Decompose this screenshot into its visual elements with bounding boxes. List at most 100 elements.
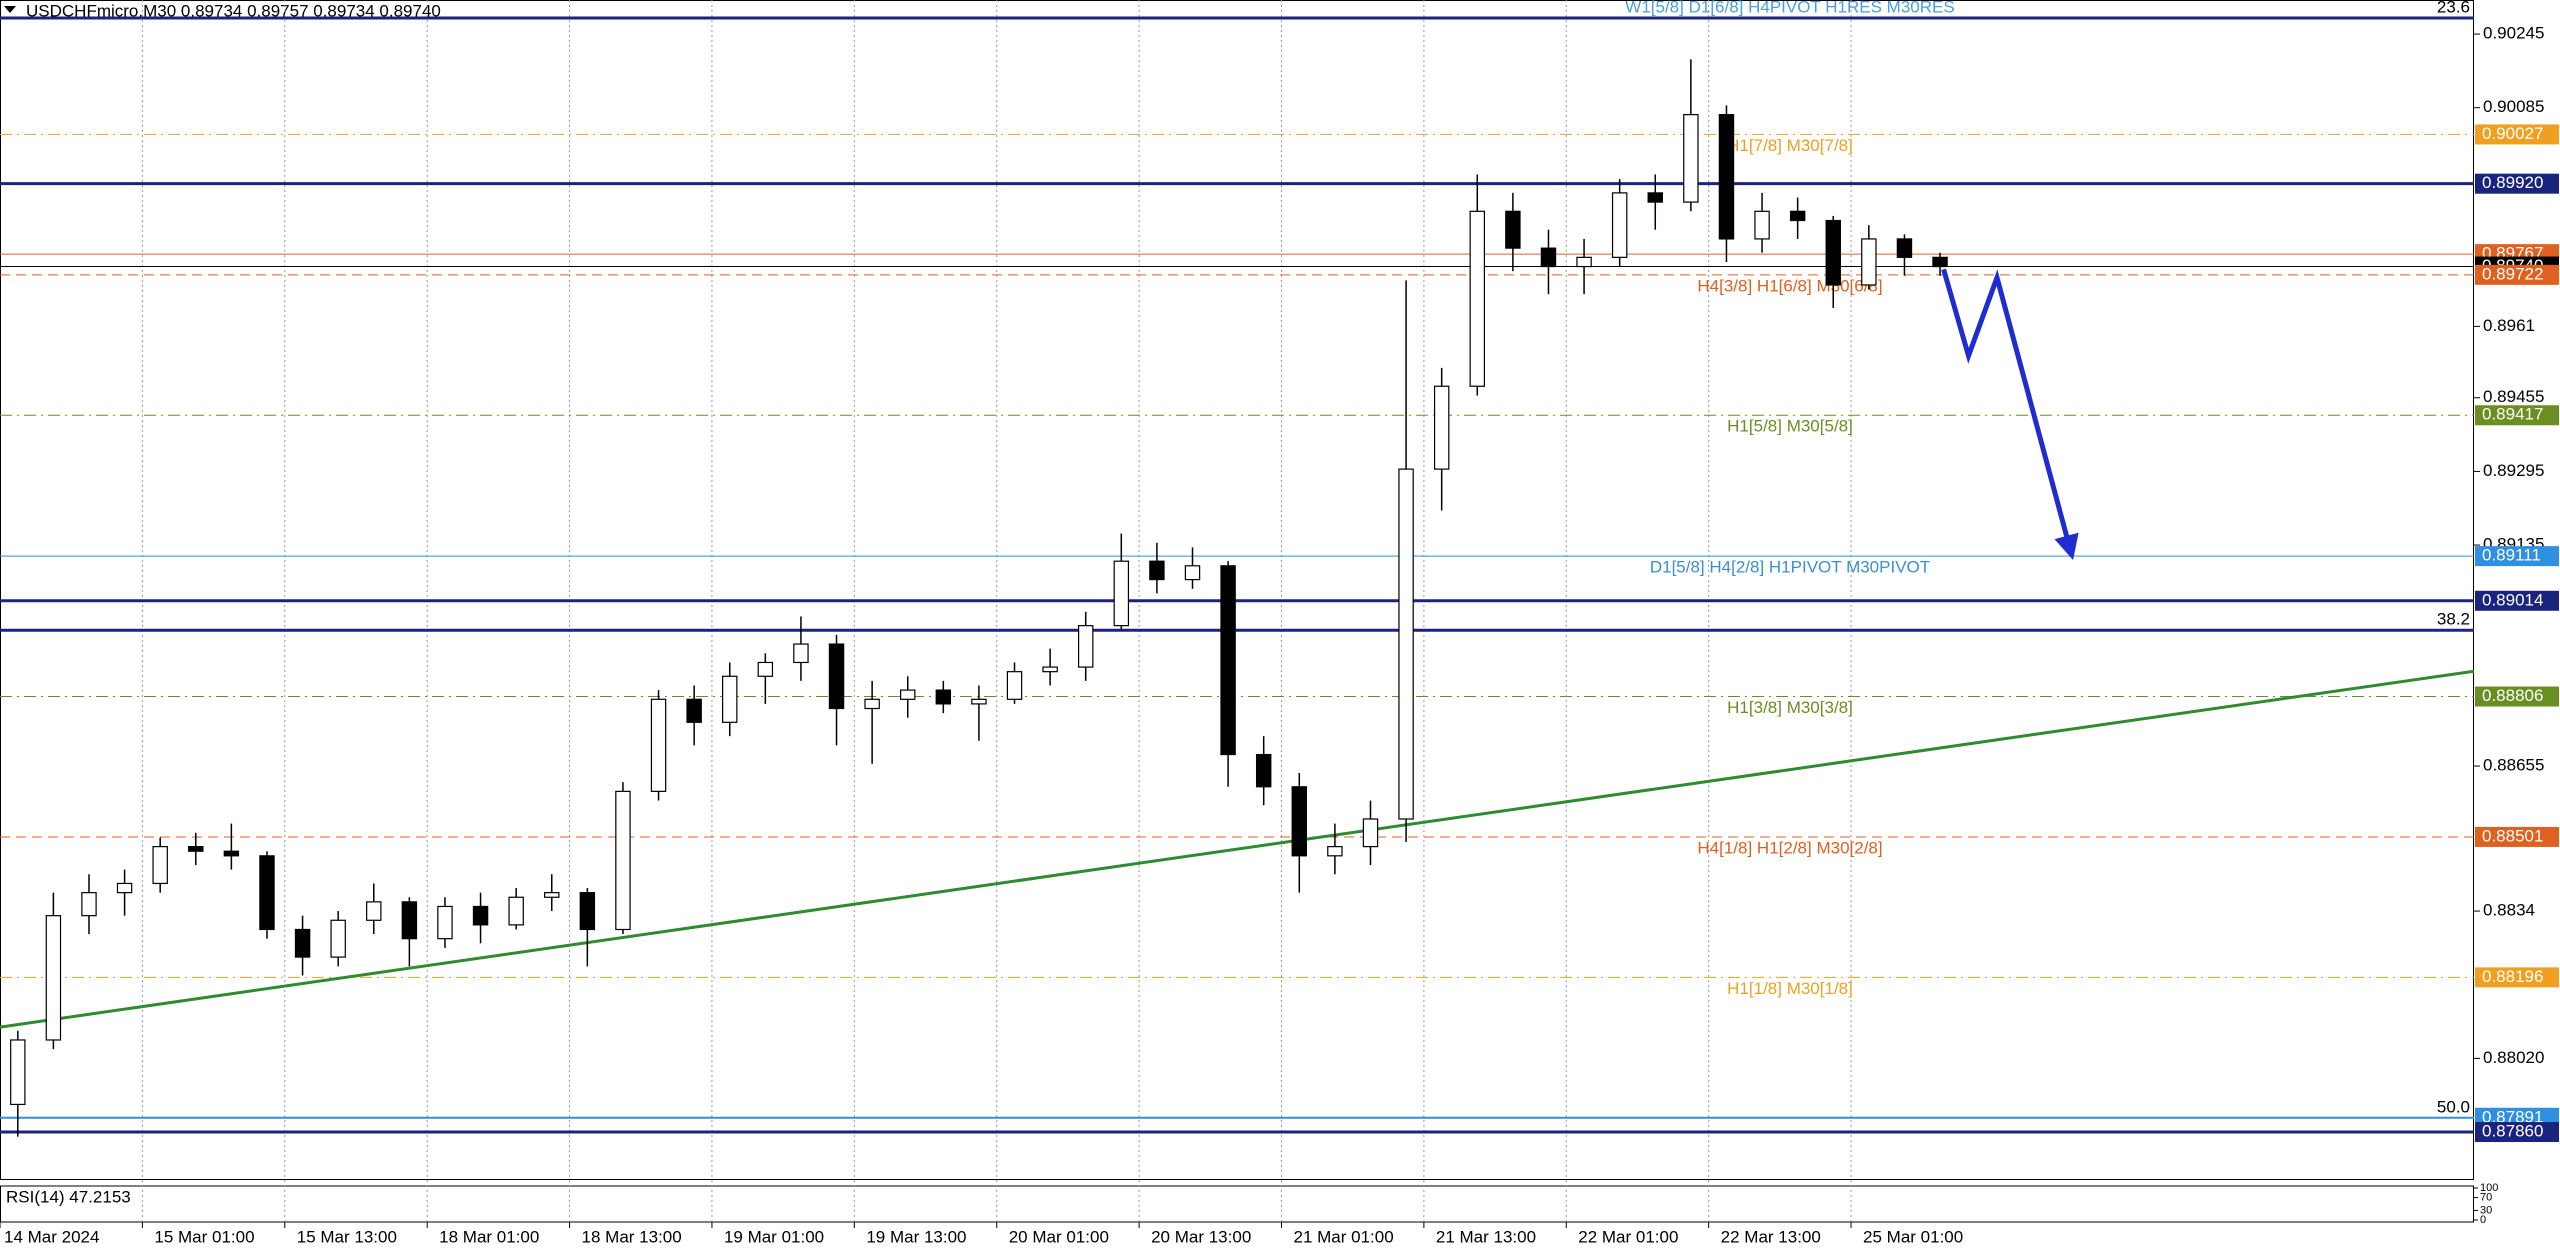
y-tick-label: 0.88655 xyxy=(2483,756,2544,775)
candle-body xyxy=(1184,565,1201,581)
price-box-label: 0.88806 xyxy=(2482,686,2543,705)
candle-body xyxy=(615,790,631,931)
candle-body xyxy=(188,846,204,852)
x-tick-label: 25 Mar 01:00 xyxy=(1863,1227,1963,1246)
candle-body xyxy=(508,896,524,926)
candle-body xyxy=(971,698,987,705)
x-tick-label: 22 Mar 01:00 xyxy=(1578,1227,1678,1246)
rsi-tick-label: 70 xyxy=(2480,1192,2492,1204)
candle-body xyxy=(1291,786,1308,857)
candle-body xyxy=(1398,468,1414,820)
candle-body xyxy=(1255,753,1272,788)
candle-body xyxy=(935,689,952,705)
price-box xyxy=(2475,686,2559,707)
candle-body xyxy=(1505,210,1521,249)
y-tick-label: 0.8961 xyxy=(2483,316,2535,335)
forecast-arrow xyxy=(1941,268,2079,561)
x-tick-label: 20 Mar 01:00 xyxy=(1009,1227,1109,1246)
fib-label: 23.6 xyxy=(2437,0,2470,16)
fib-label: 38.2 xyxy=(2437,610,2470,629)
candle-body xyxy=(864,698,880,710)
candle-body xyxy=(1113,560,1130,627)
price-box-label: 0.87891 xyxy=(2482,1107,2543,1126)
candle-body xyxy=(793,643,809,664)
price-box xyxy=(2475,590,2559,611)
plot-frame xyxy=(0,0,2474,1180)
candle-body xyxy=(1789,210,1806,222)
candle-body xyxy=(1754,210,1770,240)
candle-body xyxy=(1647,192,1663,203)
rsi-tick-label: 100 xyxy=(2480,1182,2498,1194)
candle-body xyxy=(116,882,133,894)
x-tick-label: 15 Mar 01:00 xyxy=(154,1227,254,1246)
rsi-tick-label: 30 xyxy=(2480,1204,2492,1216)
trendline xyxy=(0,669,2475,1029)
candle-body xyxy=(722,675,738,723)
level-label: W1[5/8] D1[6/8] H4PIVOT H1RES M30RES xyxy=(1625,0,1954,16)
candle-body xyxy=(1718,114,1735,240)
level-label: H4[1/8] H1[2/8] M30[2/8] xyxy=(1697,838,1882,857)
y-tick-label: 0.88020 xyxy=(2483,1048,2544,1067)
fib-label: 50.0 xyxy=(2437,1097,2470,1116)
rsi-frame xyxy=(0,1185,2474,1223)
candle-body xyxy=(1540,247,1557,268)
candle-body xyxy=(1683,114,1699,203)
candle-body xyxy=(1362,818,1379,848)
rsi-label: RSI(14) 47.2153 xyxy=(6,1187,131,1206)
candle-body xyxy=(437,905,453,940)
x-tick-label: 22 Mar 13:00 xyxy=(1721,1227,1821,1246)
price-box-label: 0.89111 xyxy=(2482,546,2541,565)
chart-title: USDCHFmicro,M30 0.89734 0.89757 0.89734 … xyxy=(26,1,441,20)
candle-body xyxy=(900,689,916,700)
candle-body xyxy=(1611,192,1628,258)
candle-body xyxy=(1006,671,1023,700)
candle-body xyxy=(1220,565,1236,756)
candle-body xyxy=(1327,846,1343,857)
candle-body xyxy=(1861,238,1877,286)
x-tick-label: 19 Mar 13:00 xyxy=(866,1227,966,1246)
candle-body xyxy=(294,928,311,958)
x-tick-label: 20 Mar 13:00 xyxy=(1151,1227,1251,1246)
y-tick-label: 0.89455 xyxy=(2483,387,2544,406)
candle-body xyxy=(45,915,62,1041)
price-box xyxy=(2475,173,2559,194)
menu-triangle xyxy=(4,6,16,13)
candle-body xyxy=(1932,256,1948,268)
price-box xyxy=(2475,967,2559,988)
candle-body xyxy=(223,850,240,857)
x-tick-label: 14 Mar 2024 xyxy=(4,1227,99,1246)
price-box-label: 0.89014 xyxy=(2482,590,2543,609)
level-label: H1[3/8] M30[3/8] xyxy=(1727,698,1853,717)
y-tick-label: 0.90085 xyxy=(2483,97,2544,116)
price-box-label: 0.88501 xyxy=(2482,826,2543,845)
level-label: H1[7/8] M30[7/8] xyxy=(1727,136,1853,155)
price-box xyxy=(2475,546,2559,567)
candle-body xyxy=(259,855,275,931)
candle-body xyxy=(686,698,702,723)
candle-body xyxy=(579,892,596,931)
candle-body xyxy=(828,643,845,710)
price-box xyxy=(2475,405,2559,426)
price-box-label: 0.89417 xyxy=(2482,405,2543,424)
x-tick-label: 21 Mar 01:00 xyxy=(1293,1227,1393,1246)
x-tick-label: 21 Mar 13:00 xyxy=(1436,1227,1536,1246)
candle-body xyxy=(1433,385,1450,470)
candle-body xyxy=(1576,256,1592,268)
y-tick-label: 0.90245 xyxy=(2483,24,2544,43)
level-label: H4[3/8] H1[6/8] M30[6/8] xyxy=(1697,276,1882,295)
price-box-label: 0.90027 xyxy=(2482,124,2543,143)
y-tick-label: 0.8834 xyxy=(2483,901,2535,920)
candle-body xyxy=(472,905,489,926)
candle-body xyxy=(1469,210,1485,387)
candle-body xyxy=(1077,625,1094,668)
candle-body xyxy=(330,919,346,958)
level-label: H1[1/8] M30[1/8] xyxy=(1727,979,1853,998)
level-label: D1[5/8] H4[2/8] H1PIVOT M30PIVOT xyxy=(1650,558,1930,577)
x-tick-label: 18 Mar 01:00 xyxy=(439,1227,539,1246)
x-tick-label: 19 Mar 01:00 xyxy=(724,1227,824,1246)
candle-body xyxy=(1825,219,1841,286)
candle-body xyxy=(366,901,382,921)
level-label: H1[5/8] M30[5/8] xyxy=(1727,417,1853,436)
price-box xyxy=(2475,826,2559,847)
